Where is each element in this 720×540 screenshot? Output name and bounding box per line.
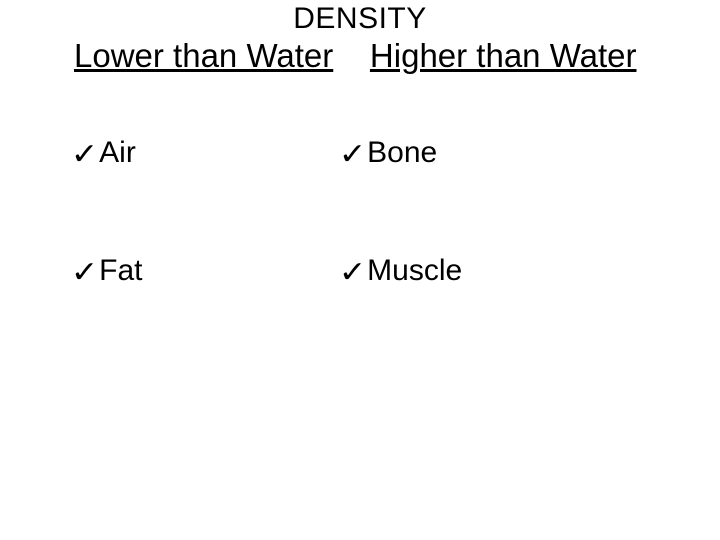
bullet-left-1: ✓Air [72, 134, 136, 172]
slide: DENSITY Lower than Water Higher than Wat… [0, 0, 720, 540]
bullet-text: Air [99, 136, 136, 169]
check-icon: ✓ [339, 254, 367, 292]
bullet-text: Bone [367, 136, 437, 169]
subhead-left: Lower than Water [74, 37, 333, 74]
bullet-right-1: ✓Bone [340, 134, 437, 172]
check-icon: ✓ [71, 136, 99, 174]
subhead-gap [333, 37, 370, 74]
subhead-right: Higher than Water [370, 37, 637, 74]
check-icon: ✓ [71, 254, 99, 292]
bullet-text: Fat [99, 254, 142, 287]
bullet-right-2: ✓Muscle [340, 252, 462, 290]
slide-subheading: Lower than Water Higher than Water [74, 36, 674, 76]
bullet-left-2: ✓Fat [72, 252, 143, 290]
bullet-text: Muscle [367, 254, 462, 287]
slide-title: DENSITY [0, 2, 720, 36]
check-icon: ✓ [339, 136, 367, 174]
